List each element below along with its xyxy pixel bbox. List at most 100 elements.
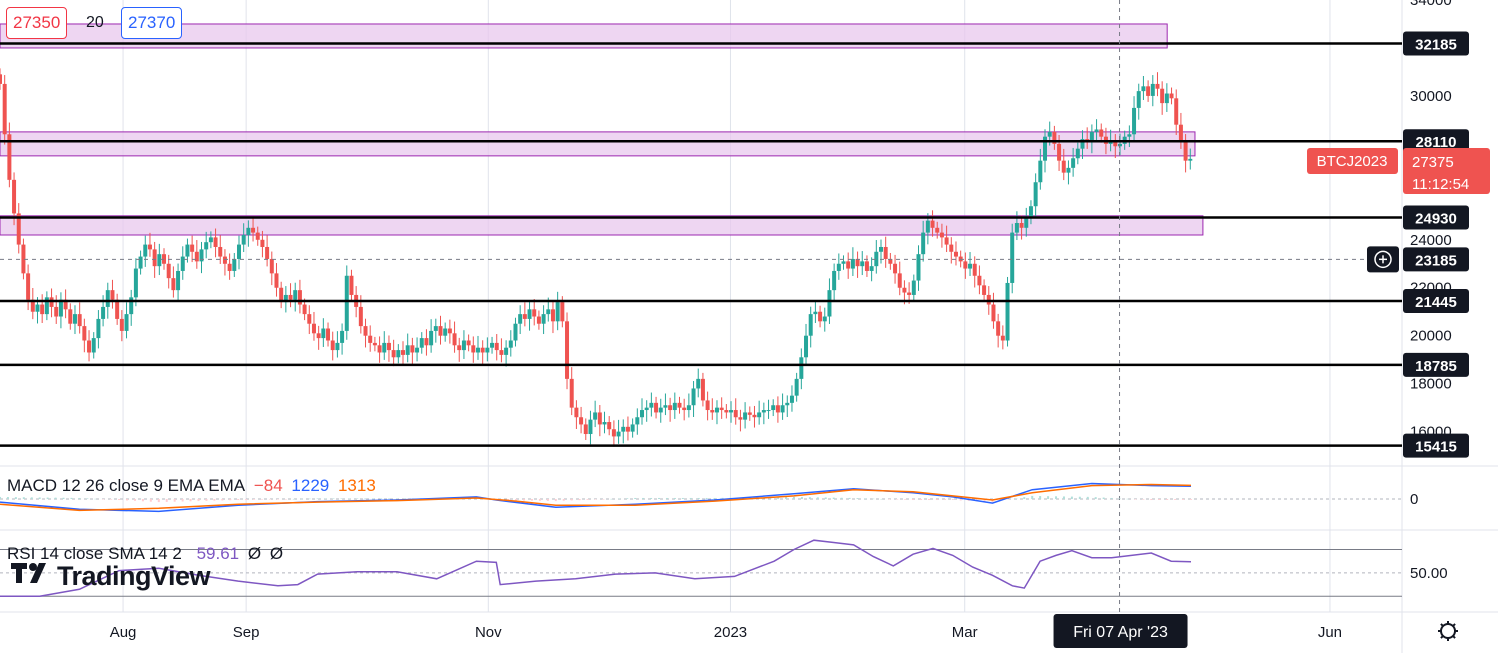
candle-body xyxy=(532,309,537,317)
macd-hist-bar xyxy=(1015,498,1018,499)
candle-body xyxy=(518,314,523,324)
candle-body xyxy=(513,323,518,341)
candle-body xyxy=(326,328,331,341)
macd-hist-bar xyxy=(578,499,581,501)
candle-body xyxy=(129,297,134,315)
macd-hist-bar xyxy=(602,499,605,500)
gear-tooth xyxy=(1452,635,1456,639)
crosshair-date-text: Fri 07 Apr '23 xyxy=(1073,624,1168,641)
candle-body xyxy=(504,347,509,355)
candle-body xyxy=(536,316,541,324)
candle-body xyxy=(302,304,307,315)
candle-body xyxy=(1146,86,1151,96)
candle-body xyxy=(218,246,223,257)
candle-body xyxy=(101,306,106,319)
macd-hist-bar xyxy=(983,499,986,502)
candle-body xyxy=(30,299,35,312)
candle-body xyxy=(907,292,912,295)
candle-body xyxy=(771,405,776,411)
candle-body xyxy=(190,244,195,252)
candle-body xyxy=(780,405,785,413)
candle-body xyxy=(429,330,434,346)
candle-body xyxy=(307,314,312,324)
macd-hist-bar xyxy=(1174,499,1177,500)
macd-signal-value: 1313 xyxy=(337,476,376,495)
candle-body xyxy=(213,237,218,247)
macd-hist-bar xyxy=(864,498,867,499)
candle-body xyxy=(846,261,851,269)
macd-legend[interactable]: MACD 12 26 close 9 EMA EMA −84 1229 1313 xyxy=(7,476,380,496)
plus-circle-icon xyxy=(1374,250,1392,269)
candle-body xyxy=(72,314,77,324)
candle-body xyxy=(911,280,916,295)
macd-hist-bar xyxy=(237,499,240,501)
candle-body xyxy=(550,309,555,322)
y-tick-label: 20000 xyxy=(1410,328,1452,345)
macd-hist-bar xyxy=(78,497,81,499)
candle-body xyxy=(893,263,898,274)
candle-body xyxy=(1127,134,1132,137)
ask-price-box[interactable]: 27370 xyxy=(121,7,183,39)
macd-hist-bar xyxy=(46,497,49,499)
macd-hist-bar xyxy=(157,499,160,503)
macd-hist-bar xyxy=(213,499,216,501)
macd-hist-bar xyxy=(205,499,208,501)
candle-body xyxy=(63,299,68,310)
candle-body xyxy=(152,249,157,267)
macd-hist-bar xyxy=(133,499,136,501)
candle-body xyxy=(1014,223,1019,233)
rsi-extra-1: Ø xyxy=(247,544,262,563)
candle-body xyxy=(939,232,944,238)
macd-line-value: 1229 xyxy=(291,476,330,495)
candle-body xyxy=(930,220,935,228)
candle-body xyxy=(138,256,143,269)
candle-body xyxy=(977,275,982,286)
candle-body xyxy=(743,412,748,420)
candle-body xyxy=(21,244,26,274)
candle-body xyxy=(311,323,316,334)
macd-hist-bar xyxy=(927,499,930,501)
resistance-zone xyxy=(0,215,1204,236)
candle-body xyxy=(541,314,546,324)
candle-body xyxy=(808,314,813,336)
macd-hist-bar xyxy=(253,499,256,500)
candle-body xyxy=(855,258,860,267)
candle-body xyxy=(785,402,790,406)
candle-body xyxy=(729,410,734,413)
candle-body xyxy=(466,340,471,346)
rsi-legend[interactable]: RSI 14 close SMA 14 2 59.61 Ø Ø xyxy=(7,544,287,564)
macd-hist-bar xyxy=(197,499,200,502)
macd-hist-bar xyxy=(1110,497,1113,499)
horizontal-levels[interactable] xyxy=(0,42,1402,447)
candle-body xyxy=(982,285,987,295)
candle-body xyxy=(860,261,865,267)
candle-body xyxy=(996,321,1001,336)
candle-body xyxy=(1174,98,1179,125)
tradingview-logo[interactable]: TradingView xyxy=(11,561,211,592)
candle-body xyxy=(391,350,396,358)
macd-hist-bar xyxy=(1118,498,1121,499)
macd-hist-bar xyxy=(507,499,510,501)
level-tag xyxy=(1403,352,1469,377)
macd-hist-bar xyxy=(872,498,875,500)
candle-body xyxy=(405,345,410,355)
macd-hist-bar xyxy=(0,496,1,499)
candle-body xyxy=(878,246,883,252)
macd-hist-bar xyxy=(546,499,549,501)
macd-hist-bar xyxy=(848,497,851,499)
candle-body xyxy=(447,328,452,334)
macd-hist-bar xyxy=(38,497,41,499)
candle-body xyxy=(963,261,968,269)
macd-hist-bar xyxy=(261,499,264,500)
bid-price-box[interactable]: 27350 xyxy=(6,7,68,39)
candle-body xyxy=(555,302,560,322)
macd-hist-bar xyxy=(364,498,367,499)
candle-body xyxy=(157,254,162,267)
candle-body xyxy=(1052,131,1057,144)
candle-body xyxy=(986,294,991,305)
resistance-zone xyxy=(0,23,1168,49)
candle-body xyxy=(719,407,724,411)
candle-body xyxy=(668,405,673,411)
